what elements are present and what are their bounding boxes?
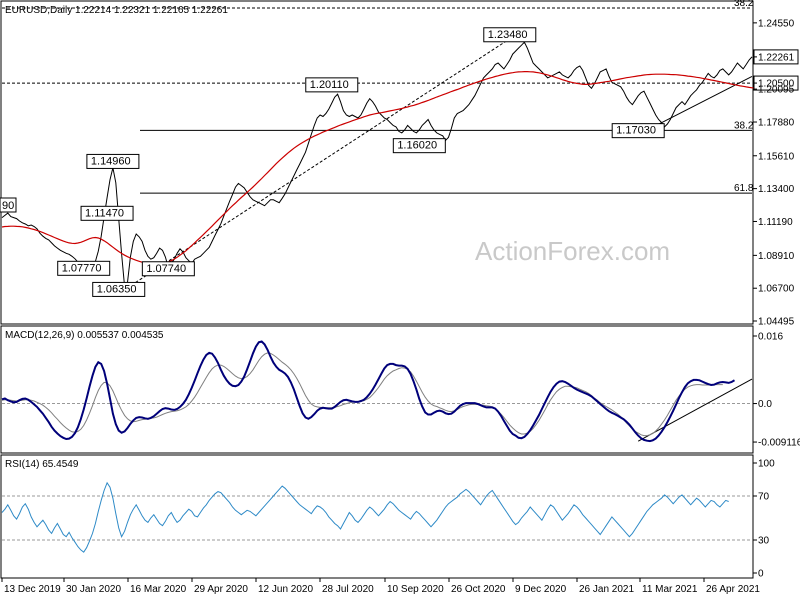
swing-label-5: 1.20110 — [310, 79, 349, 91]
price-panel-frame — [0, 0, 754, 325]
rsi-tick-label-2: 30 — [758, 536, 770, 547]
price-tick-label-1: 1.22261 — [758, 52, 795, 63]
left-marker-label: 90 — [2, 200, 14, 212]
macd-trendline — [637, 378, 753, 442]
price-tick-label-5: 1.15610 — [758, 151, 795, 162]
rsi-axis: 100 70 30 0 — [753, 459, 775, 580]
swing-label-7: 1.23480 — [488, 29, 528, 41]
rsi-levels — [2, 495, 752, 541]
rsi-series-line — [1, 481, 729, 553]
x-tick-label-5: 28 Jul 2020 — [322, 584, 374, 595]
x-tick-label-9: 26 Jan 2021 — [579, 584, 634, 595]
price-tick-label-9: 1.06700 — [758, 284, 795, 295]
level-fibo-0: 38.2 — [734, 0, 754, 9]
left-marker: 90 — [0, 197, 17, 213]
price-tick-label-2: 1.20500 — [758, 79, 795, 90]
level-fibo-3: 61.8 — [734, 183, 754, 194]
swing-label-box-1 — [80, 205, 134, 221]
swing-label-box-0 — [86, 153, 140, 169]
x-tick-label-8: 9 Dec 2020 — [515, 584, 567, 595]
x-axis: 13 Dec 2019 30 Jan 2020 16 Mar 2020 29 Apr … — [1, 578, 760, 595]
macd-panel-frame — [0, 325, 754, 454]
x-tick-label-2: 16 Mar 2020 — [130, 584, 187, 595]
swing-label-box-3 — [92, 281, 146, 297]
x-tick-label-7: 26 Oct 2020 — [451, 584, 506, 595]
rsi-panel-frame — [0, 454, 754, 579]
swing-label-box-8 — [611, 123, 665, 139]
macd-series-macd — [1, 340, 736, 443]
price-tick-label-4: 1.17880 — [758, 118, 795, 129]
x-tick-label-6: 10 Sep 2020 — [387, 584, 444, 595]
x-tick-label-11: 26 Apr 2021 — [706, 584, 760, 595]
macd-tick-label-2: -0.009116 — [758, 438, 800, 449]
price-tick-label-0: 1.24550 — [758, 18, 795, 29]
swing-label-6: 1.16020 — [397, 140, 437, 152]
macd-axis: 0.016 0.0 -0.009116 — [753, 332, 800, 449]
price-swing-labels: 1.14960 1.11470 1.07770 1.06350 1.07740 1.201… — [57, 27, 665, 297]
left-marker-box — [0, 197, 17, 213]
macd-tick-label-0: 0.016 — [758, 332, 783, 343]
swing-label-box-7 — [483, 27, 537, 43]
swing-label-box-6 — [392, 138, 446, 154]
swing-label-0: 1.14960 — [91, 155, 131, 167]
macd-series — [1, 340, 736, 443]
swing-label-8: 1.17030 — [616, 125, 656, 137]
price-tick-label-7: 1.11190 — [758, 217, 793, 228]
rsi-series — [1, 481, 729, 553]
x-tick-label-0: 13 Dec 2019 — [4, 584, 61, 595]
price-tick-label-10: 1.04495 — [758, 317, 795, 328]
instrument-header: EURUSD,Daily 1.22214 1.22321 1.22165 1.2… — [5, 5, 228, 16]
rsi-tick-label-3: 0 — [758, 569, 764, 580]
x-tick-label-1: 30 Jan 2020 — [66, 584, 121, 595]
swing-label-box-5 — [305, 77, 359, 93]
dashed-trendline — [118, 38, 511, 294]
price-series-moving-average — [1, 70, 794, 266]
x-tick-label-10: 11 Mar 2021 — [642, 584, 698, 595]
price-tick-label-8: 1.08910 — [758, 251, 795, 262]
price-panel: EURUSD,Daily 1.22214 1.22321 1.22165 1.2… — [0, 0, 799, 328]
x-tick-label-4: 12 Jun 2020 — [258, 584, 313, 595]
price-tick-label-3: 1.20095 — [758, 85, 795, 96]
macd-panel: MACD(12,26,9) 0.005537 0.004535 0.0160.0… — [0, 325, 800, 454]
level-fibo-2: 38.2 — [734, 120, 754, 131]
rsi-tick-label-1: 70 — [758, 492, 770, 503]
swing-label-box-4 — [141, 261, 195, 277]
swing-label-4: 1.07740 — [146, 263, 186, 275]
swing-label-1: 1.11470 — [85, 207, 124, 219]
price-tick-label-6: 1.13400 — [758, 184, 795, 195]
rsi-tick-label-0: 100 — [758, 459, 775, 470]
x-tick-label-3: 29 Apr 2020 — [194, 584, 248, 595]
watermark: ActionForex.com — [475, 236, 670, 266]
macd-tick-label-1: 0.0 — [758, 399, 772, 410]
swing-label-2: 1.07770 — [62, 262, 102, 274]
rsi-panel: RSI(14) 65.4549 100 70 30 0 — [0, 454, 775, 580]
macd-rising-trendline — [637, 378, 753, 442]
swing-label-box-2 — [57, 260, 111, 276]
macd-title: MACD(12,26,9) 0.005537 0.004535 — [5, 330, 164, 341]
swing-label-3: 1.06350 — [97, 283, 137, 295]
rsi-title: RSI(14) 65.4549 — [5, 459, 79, 470]
